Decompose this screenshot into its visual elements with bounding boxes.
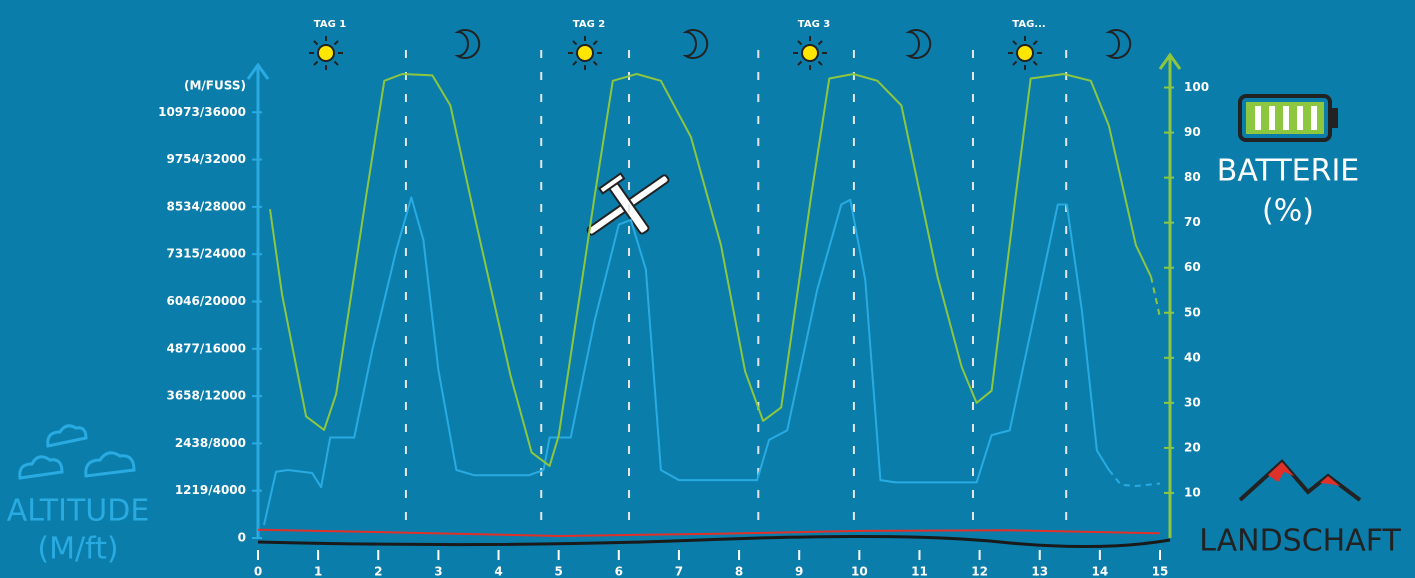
x-tick-label: 0: [254, 565, 262, 578]
x-tick-label: 6: [615, 565, 623, 578]
y2-tick-label: 30: [1184, 395, 1201, 409]
y-axis-title: (M/ft): [37, 532, 118, 567]
series-line: [257, 528, 1161, 537]
x-tick-label: 1: [314, 565, 322, 578]
x-axis: [257, 534, 1171, 549]
x-tick-label: 14: [1092, 565, 1109, 578]
y-tick-label: 4877/16000: [166, 341, 246, 355]
sun-ray: [1012, 60, 1018, 66]
y-tick-label: 0: [238, 531, 246, 545]
moon-icon: [905, 29, 932, 59]
sun-core: [576, 44, 594, 62]
sun-ray: [1012, 40, 1018, 46]
sun-ray: [797, 60, 803, 66]
day-label: TAG 3: [798, 19, 830, 30]
sun-ray: [313, 60, 319, 66]
moon-icon: [682, 29, 709, 59]
y2-tick-label: 50: [1184, 305, 1201, 319]
x-tick-label: 8: [735, 565, 743, 578]
y-tick-label: 8534/28000: [166, 199, 246, 213]
mountain-icon: [1238, 459, 1362, 502]
y2-tick-label: 20: [1184, 440, 1201, 454]
y-axis-title: ALTITUDE: [7, 494, 150, 529]
moon-icon: [1105, 29, 1132, 59]
y-tick-label: 3658/12000: [166, 389, 246, 403]
y2-tick-label: 10: [1184, 485, 1201, 499]
y2-tick-label: 70: [1184, 215, 1201, 229]
y2-tick-label: 90: [1184, 125, 1201, 139]
y-unit-label: (M/FUSS): [184, 79, 246, 93]
sun-ray: [592, 40, 598, 46]
y-tick-label: 2438/8000: [175, 436, 246, 450]
x-tick-label: 12: [971, 565, 988, 578]
sun-core: [1016, 44, 1034, 62]
x-tick-label: 4: [494, 565, 502, 578]
sun-ray: [572, 60, 578, 66]
sun-ray: [797, 40, 803, 46]
series-line: [1108, 469, 1161, 487]
y-tick-label: 6046/20000: [166, 294, 246, 308]
x-tick-label: 10: [851, 565, 868, 578]
y-tick-label: 1219/4000: [175, 483, 246, 497]
sun-icon: [1008, 36, 1042, 70]
sun-ray: [1032, 60, 1038, 66]
sun-ray: [313, 40, 319, 46]
terrain-title: LANDSCHAFT: [1199, 524, 1401, 559]
y-tick-label: 10973/36000: [158, 105, 246, 119]
x-tick-label: 7: [675, 565, 683, 578]
y2-tick-label: 100: [1184, 80, 1209, 94]
sun-icon: [793, 36, 827, 70]
cloud-icon: [18, 424, 136, 480]
day-label: TAG 1: [314, 19, 346, 30]
x-tick-label: 9: [795, 565, 803, 578]
y-tick-label: 9754/32000: [166, 152, 246, 166]
y2-axis-title: (%): [1262, 194, 1314, 229]
battery-icon: [1238, 94, 1338, 142]
sun-core: [317, 44, 335, 62]
y2-axis-title: BATTERIE: [1217, 154, 1360, 189]
y-tick-label: 7315/24000: [166, 247, 246, 261]
x-tick-label: 2: [374, 565, 382, 578]
series-line: [263, 196, 1110, 526]
x-tick-label: 11: [911, 565, 928, 578]
sun-ray: [333, 40, 339, 46]
x-tick-label: 13: [1031, 565, 1048, 578]
x-tick-label: 15: [1152, 565, 1169, 578]
sun-icon: [568, 36, 602, 70]
x-tick-label: 3: [434, 565, 442, 578]
sun-icon: [309, 36, 343, 70]
sun-core: [801, 44, 819, 62]
sun-ray: [817, 60, 823, 66]
sun-ray: [572, 40, 578, 46]
series-line: [269, 73, 1152, 467]
sun-ray: [592, 60, 598, 66]
y2-tick-label: 60: [1184, 260, 1201, 274]
y2-tick-label: 80: [1184, 170, 1201, 184]
day-label: TAG...: [1012, 19, 1045, 30]
series-line: [1150, 276, 1161, 318]
day-label: TAG 2: [573, 19, 605, 30]
y2-tick-label: 40: [1184, 350, 1201, 364]
y2-axis-arrow: [1158, 52, 1182, 70]
y-axis-arrow: [246, 62, 270, 80]
sun-ray: [333, 60, 339, 66]
moon-icon: [454, 29, 481, 59]
x-tick-label: 5: [554, 565, 562, 578]
sun-ray: [817, 40, 823, 46]
sun-ray: [1032, 40, 1038, 46]
